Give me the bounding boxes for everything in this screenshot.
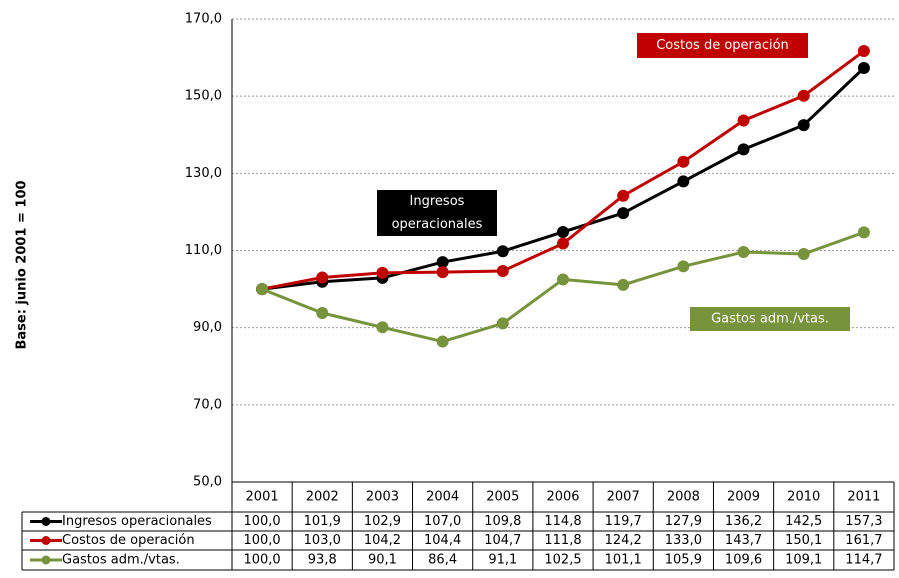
annotation-text: Ingresos (410, 194, 465, 209)
data-point (436, 335, 449, 348)
x-tick-label: 2006 (546, 490, 579, 505)
table-value: 102,9 (364, 514, 401, 529)
data-point (557, 237, 569, 250)
legend-label: Gastos adm./vtas. (62, 553, 180, 568)
data-point (316, 307, 329, 320)
annotation-text: Costos de operación (656, 38, 789, 53)
annotation-box (690, 307, 850, 331)
data-point (797, 247, 810, 260)
legend-marker (41, 555, 51, 565)
table-value: 104,2 (364, 533, 401, 548)
table-value: 100,0 (243, 533, 280, 548)
data-point (256, 283, 269, 296)
data-point (857, 226, 870, 239)
table-value: 143,7 (725, 533, 762, 548)
y-tick-label: 110,0 (185, 243, 222, 258)
y-tick-label: 90,0 (193, 320, 222, 335)
table-value: 109,8 (484, 514, 521, 529)
data-point (797, 89, 810, 102)
legend-label: Costos de operación (62, 533, 195, 548)
data-point (557, 273, 569, 286)
x-tick-label: 2011 (847, 490, 880, 505)
annotation-box (377, 190, 497, 236)
table-value: 101,1 (605, 553, 642, 568)
y-tick-label: 70,0 (193, 397, 222, 412)
table-value: 114,7 (845, 553, 882, 568)
data-point (797, 119, 810, 132)
table-value: 86,4 (428, 553, 457, 568)
table-value: 104,7 (484, 533, 521, 548)
data-point (436, 266, 449, 279)
table-value: 90,1 (368, 553, 397, 568)
x-tick-label: 2008 (667, 490, 700, 505)
table-value: 136,2 (725, 514, 762, 529)
data-point (677, 155, 690, 168)
x-tick-label: 2001 (246, 490, 279, 505)
y-tick-label: 50,0 (193, 475, 222, 490)
annotation-text: operacionales (392, 217, 483, 232)
table-value: 157,3 (845, 514, 882, 529)
legend-label: Ingresos operacionales (62, 514, 212, 529)
table-value: 114,8 (544, 514, 581, 529)
data-point (677, 260, 690, 273)
data-point (737, 246, 750, 259)
series-line (261, 66, 865, 291)
table-value: 119,7 (605, 514, 642, 529)
data-point (496, 245, 509, 258)
table-value: 133,0 (665, 533, 702, 548)
x-tick-label: 2010 (787, 490, 820, 505)
data-point (496, 317, 509, 330)
data-point (857, 62, 870, 75)
data-point (557, 225, 569, 238)
table-value: 100,0 (243, 553, 280, 568)
data-point (677, 175, 690, 188)
table-value: 124,2 (605, 533, 642, 548)
table-value: 142,5 (785, 514, 822, 529)
y-axis-label: Base: junio 2001 = 100 (15, 180, 30, 349)
table-value: 102,5 (544, 553, 581, 568)
data-point (376, 321, 389, 334)
table-value: 127,9 (665, 514, 702, 529)
x-tick-label: 2002 (306, 490, 339, 505)
data-point (376, 266, 389, 279)
table-value: 150,1 (785, 533, 822, 548)
annotation-text: Gastos adm./vtas. (711, 312, 829, 327)
x-tick-label: 2004 (426, 490, 459, 505)
data-point (496, 264, 509, 277)
data-point (617, 189, 630, 202)
x-tick-label: 2009 (727, 490, 760, 505)
y-tick-label: 170,0 (185, 12, 222, 27)
data-point (436, 256, 449, 269)
x-tick-label: 2005 (486, 490, 519, 505)
table-value: 111,8 (544, 533, 581, 548)
table-value: 101,9 (304, 514, 341, 529)
y-tick-label: 130,0 (185, 166, 222, 181)
legend-marker (41, 536, 51, 545)
x-tick-label: 2007 (607, 490, 640, 505)
table-value: 104,4 (424, 533, 461, 548)
table-value: 103,0 (304, 533, 341, 548)
data-point (617, 278, 630, 291)
y-tick-label: 150,0 (185, 89, 222, 104)
data-point (617, 207, 630, 220)
table-value: 109,6 (725, 553, 762, 568)
table-value: 93,8 (308, 553, 337, 568)
table-value: 109,1 (785, 553, 822, 568)
data-point (737, 114, 750, 127)
table-value: 105,9 (665, 553, 702, 568)
table-value: 100,0 (243, 514, 280, 529)
legend-marker (41, 517, 51, 526)
annotation-box (637, 33, 808, 58)
x-tick-label: 2003 (366, 490, 399, 505)
table-value: 107,0 (424, 514, 461, 529)
table-value: 161,7 (845, 533, 882, 548)
data-point (737, 143, 750, 156)
data-point (316, 271, 329, 284)
table-value: 91,1 (488, 553, 517, 568)
data-point (857, 45, 870, 58)
